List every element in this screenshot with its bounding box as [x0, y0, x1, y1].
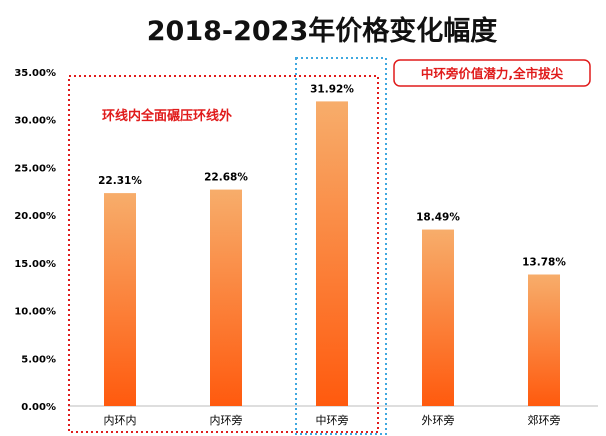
y-tick-label: 30.00% [14, 116, 56, 127]
y-tick-label: 25.00% [14, 163, 56, 174]
bar [422, 229, 454, 406]
bar-value-label: 22.31% [98, 175, 142, 187]
x-category-label: 内环内 [104, 413, 137, 427]
left-group-annotation: 环线内全面碾压环线外 [102, 108, 232, 124]
chart-title: 2018-2023年价格变化幅度 [147, 15, 498, 47]
y-tick-label: 20.00% [14, 211, 56, 222]
data-labels: 22.31% 22.68% 31.92% 18.49% 13.78% [98, 83, 566, 268]
y-tick-label: 0.00% [21, 402, 56, 413]
left-group-highlight-box [68, 75, 379, 433]
callout-text: 中环旁价值潜力,全市拔尖 [421, 66, 564, 81]
bar-value-label: 18.49% [416, 212, 460, 224]
x-category-label: 内环旁 [210, 413, 243, 427]
bar-value-label: 22.68% [204, 172, 248, 184]
bar-value-label: 31.92% [310, 83, 354, 95]
x-category-label: 中环旁 [316, 413, 349, 427]
middle-ring-highlight-box [295, 57, 387, 435]
x-axis-categories: 内环内 内环旁 中环旁 外环旁 郊环旁 [104, 413, 561, 427]
bars [104, 101, 560, 406]
y-tick-label: 35.00% [14, 68, 56, 79]
y-tick-label: 15.00% [14, 259, 56, 270]
y-tick-label: 10.00% [14, 307, 56, 318]
bar [316, 101, 348, 406]
y-axis: 0.00% 5.00% 10.00% 15.00% 20.00% 25.00% 30.00%… [14, 68, 56, 413]
x-category-label: 郊环旁 [528, 413, 561, 427]
callout-box [393, 59, 591, 87]
bar [210, 189, 242, 406]
bar-value-label: 13.78% [522, 256, 566, 268]
y-tick-label: 5.00% [21, 354, 56, 365]
x-category-label: 外环旁 [422, 413, 455, 427]
bar [528, 274, 560, 406]
bar [104, 193, 136, 406]
